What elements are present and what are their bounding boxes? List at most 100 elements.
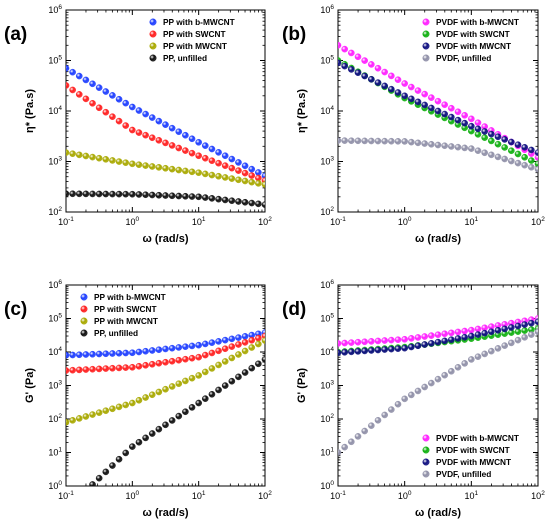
data-point xyxy=(374,337,382,345)
series-2 xyxy=(338,59,538,156)
legend-marker xyxy=(149,54,157,62)
data-point xyxy=(235,159,242,166)
data-point xyxy=(414,334,422,341)
data-point xyxy=(528,163,535,171)
data-point xyxy=(102,468,110,476)
y-tick-label: 101 xyxy=(48,447,62,458)
data-point xyxy=(394,138,402,145)
data-point xyxy=(441,110,448,118)
data-point xyxy=(221,152,229,160)
data-point xyxy=(175,128,183,136)
data-point xyxy=(448,104,455,112)
data-point xyxy=(89,190,96,198)
data-point xyxy=(348,438,355,446)
data-point xyxy=(388,336,395,344)
legend-label: PP with MWCNT xyxy=(94,316,158,326)
data-point xyxy=(468,122,475,130)
data-point xyxy=(109,92,116,99)
x-tick-label: 101 xyxy=(465,216,479,227)
data-point xyxy=(388,345,395,353)
series-0 xyxy=(66,329,265,359)
data-point xyxy=(221,336,229,344)
data-point xyxy=(508,324,515,331)
data-point xyxy=(521,153,528,161)
legend: PVDF with b-MWCNT PVDF with SWCNT PVDF wit… xyxy=(422,17,519,63)
data-point xyxy=(361,427,368,435)
data-point xyxy=(481,149,488,157)
data-point xyxy=(115,364,123,372)
data-point xyxy=(228,354,236,362)
data-point xyxy=(434,107,442,115)
data-point xyxy=(188,193,196,200)
data-point xyxy=(122,122,129,129)
data-point xyxy=(494,153,502,161)
data-point xyxy=(148,134,156,142)
data-point xyxy=(135,191,143,198)
panel-label: (b) xyxy=(282,24,306,45)
data-point xyxy=(481,329,488,337)
data-point xyxy=(175,380,183,387)
data-point xyxy=(195,372,202,379)
data-point xyxy=(82,366,90,373)
data-point xyxy=(235,341,242,348)
data-point xyxy=(468,145,475,152)
data-point xyxy=(261,181,265,188)
data-point xyxy=(494,133,502,141)
data-point xyxy=(361,338,368,346)
data-point xyxy=(168,357,176,365)
data-point xyxy=(428,104,435,112)
data-point xyxy=(122,449,129,457)
data-point xyxy=(481,128,488,135)
data-point xyxy=(221,196,229,204)
data-point xyxy=(155,164,163,171)
series-2 xyxy=(338,318,538,357)
data-point xyxy=(129,160,136,168)
data-point xyxy=(135,438,143,446)
x-tick-label: 101 xyxy=(465,490,479,501)
data-point xyxy=(168,417,176,424)
data-point xyxy=(89,100,96,107)
data-point xyxy=(534,328,538,336)
y-tick-label: 106 xyxy=(320,4,334,15)
data-point xyxy=(348,137,355,145)
legend-marker xyxy=(422,42,430,50)
data-point xyxy=(441,371,448,379)
y-tick-label: 105 xyxy=(320,55,334,66)
x-tick-label: 102 xyxy=(258,216,272,227)
data-point xyxy=(221,358,229,365)
data-point xyxy=(215,172,222,180)
data-point xyxy=(162,421,169,429)
data-point xyxy=(122,349,129,357)
data-point xyxy=(508,339,515,347)
data-point xyxy=(122,364,129,371)
legend-label: PP with SWCNT xyxy=(163,29,226,39)
data-point xyxy=(148,191,156,199)
data-point xyxy=(368,338,375,345)
legend-marker xyxy=(80,329,88,337)
data-point xyxy=(102,365,110,372)
data-point xyxy=(148,114,156,121)
legend-label: PVDF with b-MWCNT xyxy=(436,433,519,443)
data-point xyxy=(434,375,442,383)
data-point xyxy=(162,164,169,172)
data-point xyxy=(401,92,408,100)
data-point xyxy=(255,169,262,176)
x-tick-label: 101 xyxy=(192,216,206,227)
data-point xyxy=(454,116,462,124)
data-point xyxy=(89,80,96,88)
data-point xyxy=(175,412,183,420)
data-point xyxy=(142,110,149,118)
data-point xyxy=(155,137,163,144)
data-point xyxy=(338,59,342,67)
data-point xyxy=(421,90,428,98)
data-point xyxy=(66,351,70,359)
y-axis-label: G' (Pa) xyxy=(296,368,308,403)
data-point xyxy=(228,164,236,172)
data-point xyxy=(381,137,388,145)
y-tick-label: 106 xyxy=(48,279,62,290)
data-point xyxy=(534,154,538,161)
data-point xyxy=(508,147,515,155)
data-point xyxy=(135,362,143,370)
data-point xyxy=(208,349,216,357)
